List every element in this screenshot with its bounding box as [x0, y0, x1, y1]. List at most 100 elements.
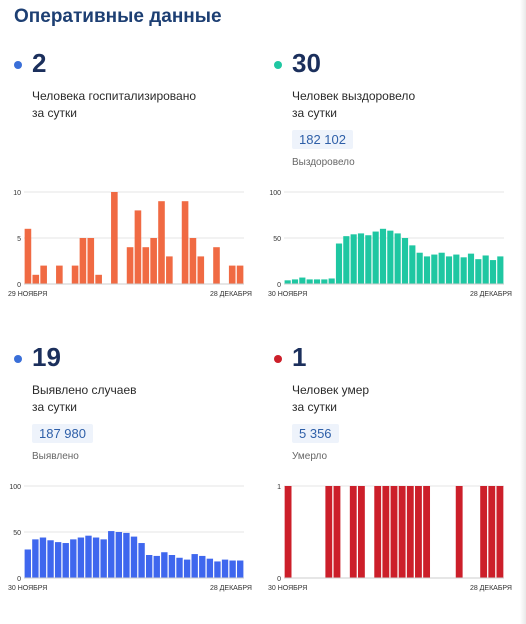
bar [40, 265, 47, 284]
bar [62, 543, 69, 578]
bar [416, 252, 423, 284]
bar [291, 279, 299, 284]
bar [284, 280, 291, 284]
y-tick-label: 10 [13, 190, 21, 197]
hospitalized-description: Человека госпитализировано за сутки [32, 88, 232, 122]
bar [453, 254, 460, 284]
bar [77, 537, 85, 578]
deaths-count: 1 [292, 342, 307, 372]
description-line: за сутки [32, 400, 77, 414]
y-tick-label: 5 [17, 236, 21, 243]
bar [236, 265, 244, 284]
bar [401, 238, 409, 284]
bar [460, 257, 467, 284]
bar [237, 560, 244, 578]
bar [379, 228, 387, 284]
recovered-chart: 0 50 100 30 НОЯБРЯ 28 ДЕКАБРЯ [268, 190, 512, 298]
recovered-description: Человек выздоровело за сутки [292, 88, 492, 122]
bar [100, 539, 107, 578]
bar [423, 486, 431, 578]
description-line: Человек умер [292, 383, 370, 397]
bar [390, 486, 398, 578]
x-end-label: 28 ДЕКАБРЯ [470, 585, 512, 592]
bar [482, 255, 489, 284]
y-tick-label: 50 [13, 530, 21, 537]
hospitalized-chart: 0 5 10 29 НОЯБРЯ 28 ДЕКАБРЯ [8, 190, 252, 298]
detected-description: Выявлено случаев за сутки [32, 382, 232, 416]
description-line: Выявлено случаев [32, 383, 137, 397]
y-tick-label: 0 [17, 282, 21, 289]
bar [176, 557, 183, 578]
bar [489, 260, 497, 284]
x-end-label: 28 ДЕКАБРЯ [470, 291, 512, 298]
bar [445, 256, 453, 284]
bar [350, 234, 357, 284]
bar [382, 486, 390, 578]
bar [496, 486, 504, 578]
bar [199, 555, 206, 578]
bar [415, 486, 422, 578]
bar [321, 279, 328, 284]
bar [54, 542, 62, 578]
bar [357, 233, 365, 284]
description-line: за сутки [292, 400, 337, 414]
bar [423, 256, 431, 284]
description-line: Человек выздоровело [292, 89, 416, 103]
panel-recovered: 30 Человек выздоровело за сутки 182 102 … [266, 44, 516, 344]
bar [115, 532, 123, 578]
bar [343, 236, 350, 284]
bar [349, 486, 357, 578]
bullet-dot [14, 61, 22, 69]
detected-total: 187 980 [32, 424, 93, 443]
bar [126, 247, 134, 284]
bar [32, 274, 40, 284]
bar [111, 192, 118, 284]
bar [372, 231, 379, 284]
detected-count: 19 [32, 342, 61, 372]
bar [181, 201, 189, 284]
bar [166, 256, 173, 284]
bar [228, 265, 236, 284]
description-line: за сутки [32, 106, 77, 120]
bar [284, 486, 292, 578]
bar [357, 486, 365, 578]
bar [47, 540, 54, 578]
bar [480, 486, 488, 578]
bar [221, 559, 229, 578]
bar [92, 537, 100, 578]
bar [213, 247, 220, 284]
bullet-dot [274, 355, 282, 363]
bar [153, 555, 160, 578]
bar [142, 247, 150, 284]
bullet-dot [274, 61, 282, 69]
bar [24, 549, 31, 578]
bar [161, 552, 168, 578]
bar [214, 561, 221, 578]
deaths-description: Человек умер за сутки [292, 382, 492, 416]
panel-hospitalized: 2 Человека госпитализировано за сутки 0 5… [6, 44, 256, 344]
bar [79, 238, 87, 284]
page-edge [520, 0, 526, 624]
bar [467, 253, 475, 284]
bar [365, 235, 372, 284]
bullet-dot [14, 355, 22, 363]
recovered-total: 182 102 [292, 130, 353, 149]
description-line: за сутки [292, 106, 337, 120]
bar [32, 539, 39, 578]
panel-deaths: 1 Человек умер за сутки 5 356 Умерло 0 1 3… [266, 338, 516, 624]
y-tick-label: 50 [273, 236, 281, 243]
x-start-label: 30 НОЯБРЯ [8, 585, 47, 592]
bar [71, 265, 79, 284]
x-end-label: 28 ДЕКАБРЯ [210, 585, 252, 592]
bar [406, 486, 414, 578]
panel-detected: 19 Выявлено случаев за сутки 187 980 Выя… [6, 338, 256, 624]
bar [438, 252, 445, 284]
bar [475, 259, 482, 284]
bar [123, 532, 130, 578]
bar [150, 238, 157, 284]
detected-chart: 0 50 100 30 НОЯБРЯ 28 ДЕКАБРЯ [8, 484, 252, 592]
description-line: Человека госпитализировано [32, 89, 197, 103]
y-tick-label: 100 [9, 484, 21, 491]
bar [87, 238, 95, 284]
bar [299, 277, 306, 284]
